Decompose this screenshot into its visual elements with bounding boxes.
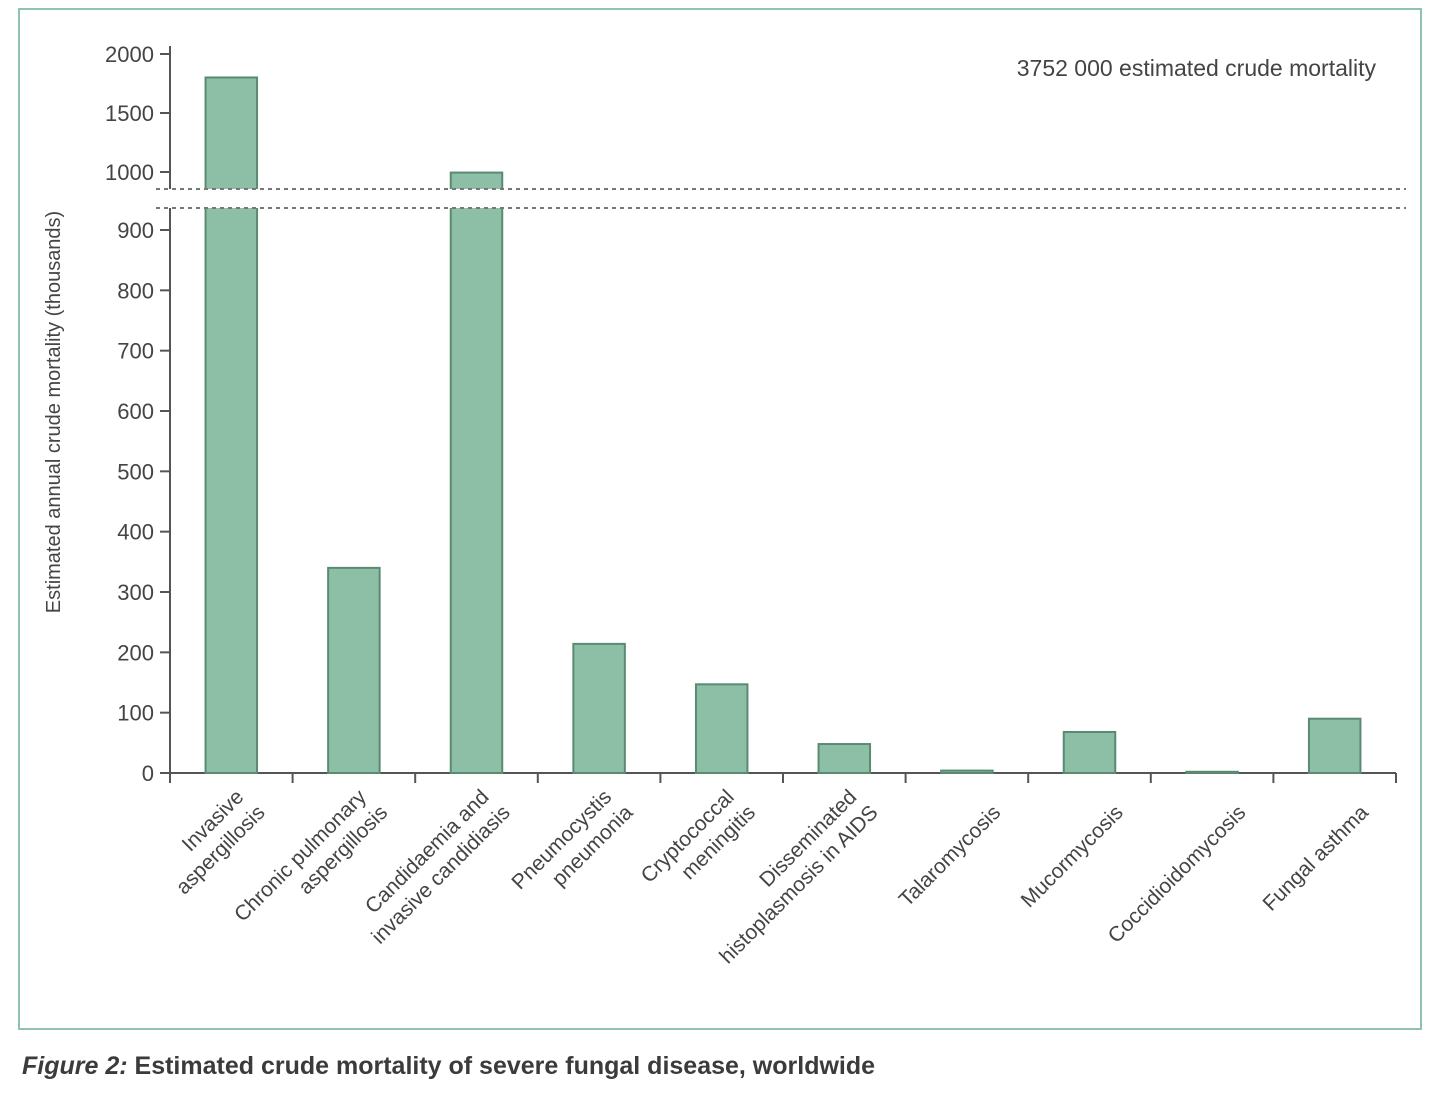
y-tick-label: 500 xyxy=(117,459,154,484)
x-tick-label-line: Mucormycosis xyxy=(1017,801,1128,912)
y-tick-label: 1500 xyxy=(105,101,154,126)
axis-break xyxy=(156,188,1406,209)
y-tick-label: 800 xyxy=(117,278,154,303)
x-tick-label: Mucormycosis xyxy=(1017,801,1128,912)
y-tick-label: 1000 xyxy=(105,160,154,185)
bar xyxy=(1185,770,1239,775)
x-tick-label-line: Coccidioidomycosis xyxy=(1104,801,1251,948)
y-tick-label: 700 xyxy=(117,339,154,364)
y-axis-label: Estimated annual crude mortality (thousa… xyxy=(43,211,65,613)
y-tick-label: 0 xyxy=(142,761,154,786)
y-tick-label: 900 xyxy=(117,218,154,243)
figure-caption-text: Estimated crude mortality of severe fung… xyxy=(134,1052,876,1080)
bar xyxy=(204,76,259,775)
figure-caption: Figure 2: Estimated crude mortality of s… xyxy=(22,1052,875,1081)
bars xyxy=(204,76,1362,775)
bar xyxy=(327,566,381,774)
bar xyxy=(694,683,749,774)
bar xyxy=(449,171,504,774)
y-tick-label: 600 xyxy=(117,399,154,424)
x-tick-label: Talaromycosis xyxy=(895,801,1005,911)
x-tick-label-line: Fungal asthma xyxy=(1258,801,1373,916)
x-tick-label: Coccidioidomycosis xyxy=(1104,801,1251,948)
y-tick-label: 200 xyxy=(117,640,154,665)
total-mortality-annotation: 3752 000 estimated crude mortality xyxy=(1017,55,1377,81)
bar xyxy=(817,743,872,774)
axes: 0 100 200 300 400 500 600 700 800 900 1000 1500 2000 xyxy=(105,42,1397,786)
x-tick-label-line: Talaromycosis xyxy=(895,801,1005,911)
y-tick-label: 2000 xyxy=(105,42,154,67)
axis-break-gap xyxy=(156,189,1406,208)
figure-label: Figure 2: xyxy=(22,1052,128,1080)
bar-chart: 0 100 200 300 400 500 600 700 800 900 1000 1500 2000… xyxy=(43,42,1406,968)
y-tick-label: 400 xyxy=(117,520,154,545)
bar xyxy=(1062,730,1117,774)
bar xyxy=(572,642,626,774)
x-tick-label: Fungal asthma xyxy=(1258,801,1373,916)
bar xyxy=(1307,717,1362,775)
y-tick-label: 300 xyxy=(117,580,154,605)
y-tick-label: 100 xyxy=(117,701,154,726)
bar xyxy=(940,769,994,775)
